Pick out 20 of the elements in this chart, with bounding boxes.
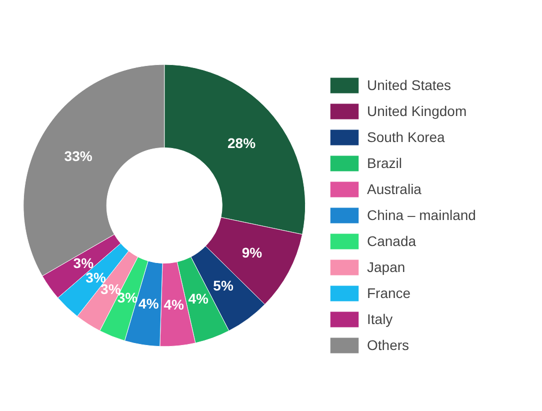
legend-label: United Kingdom [367,102,467,121]
data-label: 3% [86,269,106,286]
legend-label: Brazil [367,154,402,173]
legend-label: South Korea [367,128,445,147]
data-label: 3% [73,255,94,272]
data-label: 9% [242,244,263,260]
data-label: 5% [213,277,234,294]
legend-label: Australia [367,180,422,199]
legend-label: China – mainland [367,206,476,225]
data-label: 4% [138,295,160,312]
legend-label: United States [367,76,452,95]
legend-label: Italy [367,310,393,329]
data-label: 28% [227,134,256,151]
legend-label: France [367,284,411,303]
data-label: 33% [64,148,93,164]
legend-label: Japan [367,258,406,277]
data-label: 4% [188,290,210,307]
legend-label: Canada [367,232,416,251]
data-label: 4% [164,296,184,312]
legend-label: Others [367,336,410,355]
